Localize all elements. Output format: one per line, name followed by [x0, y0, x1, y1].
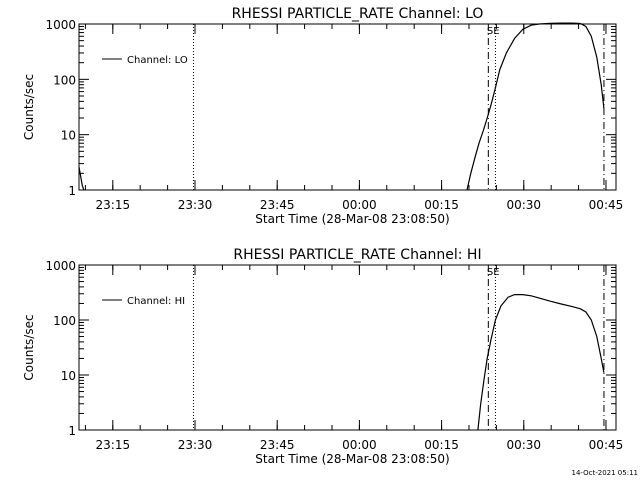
x-tick-label: 23:30 [178, 438, 213, 452]
y-tick-label: 10 [61, 369, 76, 383]
plot-frame [78, 264, 617, 431]
legend-label: Channel: HI [127, 296, 185, 307]
series-line [477, 294, 605, 431]
x-tick-label: 00:15 [424, 198, 459, 212]
y-axis-label: Counts/sec [22, 314, 36, 380]
series-line [78, 166, 85, 191]
y-tick-label: 1000 [45, 18, 76, 32]
y-axis-label: Counts/sec [22, 74, 36, 140]
x-tick-label: 00:30 [506, 438, 541, 452]
x-tick-label: 00:00 [342, 198, 377, 212]
chart-title: RHESSI PARTICLE_RATE Channel: LO [232, 6, 484, 22]
chart-panel-0: RHESSI PARTICLE_RATE Channel: LO Counts/s… [22, 6, 623, 226]
x-tick-label: 00:15 [424, 438, 459, 452]
x-tick-label: 00:00 [342, 438, 377, 452]
event-annotation: SE [487, 26, 500, 37]
x-tick-label: 23:45 [260, 198, 295, 212]
x-tick-label: 23:30 [178, 198, 213, 212]
y-tick-label: 1 [68, 184, 76, 198]
y-tick-label: 1 [68, 424, 76, 438]
legend-label: Channel: LO [127, 55, 188, 66]
x-tick-label: 23:15 [96, 198, 131, 212]
x-tick-label: 23:45 [260, 438, 295, 452]
y-tick-label: 10 [61, 129, 76, 143]
generation-timestamp: 14-Oct-2021 05:11 [572, 469, 638, 477]
event-annotation: SE [487, 267, 500, 278]
series-line [466, 22, 605, 191]
x-axis-label: Start Time (28-Mar-08 23:08:50) [255, 212, 449, 226]
x-tick-label: 00:45 [589, 438, 624, 452]
chart-panel-1: RHESSI PARTICLE_RATE Channel: HI Counts/s… [22, 247, 623, 466]
plot-frame [78, 23, 617, 191]
x-tick-label: 00:45 [589, 198, 624, 212]
y-tick-label: 100 [53, 73, 76, 87]
x-tick-label: 00:30 [506, 198, 541, 212]
y-tick-label: 1000 [45, 259, 76, 273]
x-tick-label: 23:15 [96, 438, 131, 452]
y-tick-label: 100 [53, 314, 76, 328]
chart-title: RHESSI PARTICLE_RATE Channel: HI [233, 247, 481, 263]
x-axis-label: Start Time (28-Mar-08 23:08:50) [255, 452, 449, 466]
